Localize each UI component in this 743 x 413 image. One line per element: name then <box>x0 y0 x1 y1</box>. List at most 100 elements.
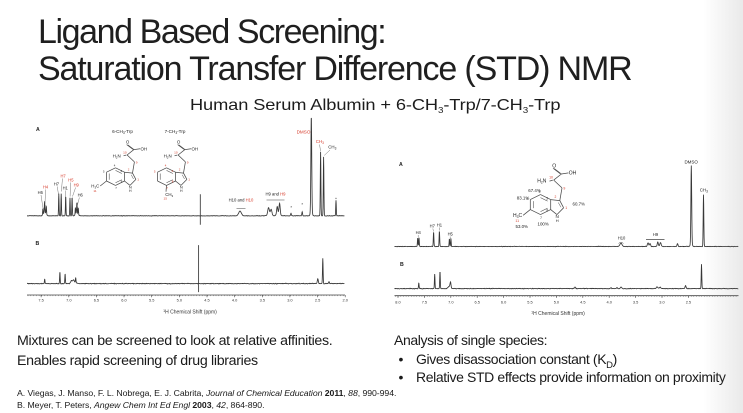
svg-text:H5: H5 <box>68 178 74 183</box>
svg-text:3.0: 3.0 <box>659 299 665 304</box>
svg-text:CH3: CH3 <box>700 188 708 194</box>
svg-text:H10: H10 <box>618 236 626 241</box>
svg-text:1H Chemical Shift (ppm): 1H Chemical Shift (ppm) <box>163 309 217 316</box>
svg-text:H1: H1 <box>437 223 443 228</box>
svg-text:2: 2 <box>179 168 181 172</box>
svg-text:CH3: CH3 <box>165 192 173 198</box>
svg-text:DMSO: DMSO <box>297 130 311 135</box>
svg-text:7: 7 <box>540 216 542 220</box>
svg-text:5.5: 5.5 <box>527 299 532 304</box>
svg-text:5: 5 <box>526 197 528 201</box>
svg-text:1: 1 <box>565 206 567 210</box>
svg-text:10: 10 <box>549 176 553 180</box>
svg-text:H6: H6 <box>78 193 84 198</box>
svg-text:CH3: CH3 <box>316 139 324 145</box>
svg-text:H9 and H9: H9 and H9 <box>265 192 286 197</box>
svg-text:11: 11 <box>515 219 519 223</box>
svg-text:4.0: 4.0 <box>232 298 238 303</box>
svg-text:7.5: 7.5 <box>422 299 427 304</box>
svg-text:67.4%: 67.4% <box>528 188 541 193</box>
svg-text:3: 3 <box>171 169 173 173</box>
svg-text:2.5: 2.5 <box>686 299 691 304</box>
svg-text:4: 4 <box>539 190 541 194</box>
svg-text:5.0: 5.0 <box>554 299 560 304</box>
svg-text:2.0: 2.0 <box>342 298 348 303</box>
svg-text:H: H <box>129 189 132 193</box>
svg-text:O: O <box>552 163 556 169</box>
svg-text:5.5: 5.5 <box>149 298 154 303</box>
svg-text:7-CH3-Trp: 7-CH3-Trp <box>165 129 186 135</box>
svg-text:4: 4 <box>165 163 167 167</box>
svg-text:N: N <box>556 214 559 219</box>
svg-text:H: H <box>180 189 183 193</box>
svg-text:6.5: 6.5 <box>474 299 479 304</box>
svg-text:8: 8 <box>121 180 123 184</box>
svg-text:N: N <box>180 185 183 190</box>
svg-text:H1: H1 <box>63 186 69 191</box>
svg-text:1: 1 <box>188 178 190 182</box>
svg-text:*: * <box>335 197 337 202</box>
svg-text:6.0: 6.0 <box>121 298 127 303</box>
svg-text:10: 10 <box>123 151 127 155</box>
svg-text:B: B <box>36 241 40 247</box>
svg-text:8: 8 <box>546 209 548 213</box>
svg-text:H7: H7 <box>54 182 60 187</box>
svg-text:1: 1 <box>137 178 139 182</box>
svg-text:9: 9 <box>187 161 189 165</box>
svg-text:OH: OH <box>192 146 199 151</box>
svg-text:*: * <box>290 205 292 210</box>
svg-text:15: 15 <box>163 197 167 201</box>
svg-text:OH: OH <box>569 171 577 177</box>
svg-text:2.5: 2.5 <box>315 298 320 303</box>
svg-text:2: 2 <box>554 195 556 199</box>
svg-text:H5: H5 <box>448 232 454 237</box>
svg-text:4: 4 <box>114 163 116 167</box>
svg-text:A: A <box>36 127 40 133</box>
svg-text:H10 and H10: H10 and H10 <box>229 198 254 203</box>
svg-text:60.7%: 60.7% <box>573 202 586 207</box>
svg-text:CH3: CH3 <box>328 145 336 151</box>
svg-text:H2N: H2N <box>537 179 547 185</box>
svg-text:H9: H9 <box>653 232 659 237</box>
svg-text:8.0: 8.0 <box>395 299 401 304</box>
svg-text:10: 10 <box>174 151 178 155</box>
svg-text:7.0: 7.0 <box>66 298 72 303</box>
svg-text:OH: OH <box>141 146 148 151</box>
svg-text:7.0: 7.0 <box>448 299 454 304</box>
svg-text:9: 9 <box>563 187 565 191</box>
svg-text:4.5: 4.5 <box>204 298 209 303</box>
svg-text:H3C: H3C <box>513 213 523 219</box>
svg-text:O: O <box>126 140 130 145</box>
svg-text:6.5: 6.5 <box>94 298 99 303</box>
svg-text:H: H <box>556 218 559 223</box>
svg-text:*: * <box>301 202 303 207</box>
svg-text:H7: H7 <box>60 174 66 179</box>
svg-text:9: 9 <box>136 161 138 165</box>
svg-text:6-CH3-Trp: 6-CH3-Trp <box>112 129 133 135</box>
svg-text:H6: H6 <box>38 190 44 195</box>
svg-text:H7: H7 <box>430 224 436 229</box>
svg-text:4.0: 4.0 <box>606 299 612 304</box>
svg-text:3: 3 <box>120 169 122 173</box>
svg-text:8: 8 <box>172 180 174 184</box>
svg-text:100%: 100% <box>538 222 549 227</box>
svg-text:H3C: H3C <box>91 184 99 190</box>
svg-text:5.0: 5.0 <box>177 298 183 303</box>
svg-text:2: 2 <box>128 168 130 172</box>
svg-text:3.5: 3.5 <box>260 298 265 303</box>
svg-text:DMSO: DMSO <box>684 160 698 165</box>
svg-text:4.5: 4.5 <box>580 299 585 304</box>
svg-text:3.5: 3.5 <box>633 299 638 304</box>
svg-text:1H Chemical Shift (ppm): 1H Chemical Shift (ppm) <box>531 311 585 318</box>
svg-text:3.0: 3.0 <box>287 298 293 303</box>
svg-text:B: B <box>400 262 404 268</box>
svg-text:H4: H4 <box>416 230 422 235</box>
svg-text:A: A <box>399 162 403 168</box>
svg-text:H2N: H2N <box>164 153 172 159</box>
svg-text:53.0%: 53.0% <box>516 224 529 229</box>
svg-text:11: 11 <box>93 189 96 193</box>
svg-text:O: O <box>177 140 181 145</box>
svg-text:7: 7 <box>115 186 117 190</box>
svg-text:7: 7 <box>166 186 168 190</box>
svg-text:5: 5 <box>154 170 156 174</box>
